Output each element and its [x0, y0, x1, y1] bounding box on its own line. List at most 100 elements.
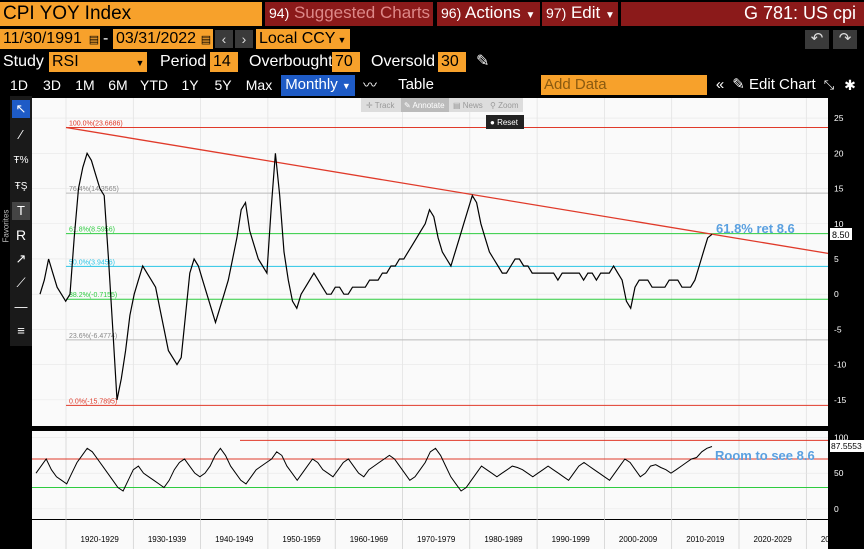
end-calendar-icon[interactable]: ▤: [200, 34, 212, 46]
channel-tool-icon[interactable]: ≡: [17, 323, 25, 338]
study-caret-icon[interactable]: ▼: [135, 58, 145, 68]
suggested-charts-button[interactable]: 94) Suggested Charts: [265, 2, 433, 26]
fib-label: 38.2%(-0.7155): [69, 292, 117, 299]
overbought-label: Overbought: [249, 53, 333, 70]
tf-1d[interactable]: 1D: [10, 77, 28, 93]
arrow-tool-icon[interactable]: ↗: [15, 251, 27, 266]
currency-value: Local CCY: [259, 30, 336, 47]
y-tick-label: 10: [834, 219, 844, 229]
annotate-bg: [401, 98, 449, 112]
zoom-button[interactable]: ⚲ Zoom: [490, 101, 519, 110]
segment-tool-icon[interactable]: ⟋: [16, 275, 26, 290]
horizontal-line-icon[interactable]: —: [14, 299, 28, 314]
end-date-field[interactable]: 03/31/2022: [113, 29, 213, 49]
tf-3d[interactable]: 3D: [43, 77, 61, 93]
suggested-num: 94): [269, 5, 290, 21]
last-price-tag: 8.50: [832, 230, 850, 240]
study-select[interactable]: RSI: [49, 52, 147, 72]
start-calendar-icon[interactable]: ▤: [88, 34, 100, 46]
rsi-grid: [32, 431, 828, 549]
x-axis-labels: 1920-1929 1930-1939 1940-1949 1950-1959 1960…: [81, 535, 860, 544]
currency-select[interactable]: Local CCY: [256, 29, 350, 49]
reset-button[interactable]: ● Reset: [490, 118, 519, 127]
start-date: 11/30/1991: [3, 30, 82, 47]
start-date-field[interactable]: 11/30/1991: [0, 29, 100, 49]
pointer-icon[interactable]: ↖: [12, 100, 30, 118]
overbought-input[interactable]: 70: [332, 52, 360, 72]
fib-label: 0.0%(-15.7895): [69, 398, 117, 405]
fib-levels: 100.0%(23.6686) 76.4%(14.3565) 61.8%(8.595…: [66, 120, 828, 406]
track-button[interactable]: ✛ Track: [366, 101, 395, 110]
tf-1m[interactable]: 1M: [75, 77, 95, 93]
annotate-button[interactable]: ✎ Annotate: [404, 101, 445, 110]
oversold-input[interactable]: 30: [438, 52, 466, 72]
draw-line-icon[interactable]: ∕: [19, 127, 23, 142]
last-rsi-tag-bg: [830, 440, 864, 452]
prev-period-icon[interactable]: ‹: [215, 30, 233, 48]
x-tick-label: 1980-1989: [484, 535, 523, 544]
rsi-tick-label: 0: [834, 504, 839, 514]
suggested-label: Suggested Charts: [293, 3, 431, 22]
pencil-icon[interactable]: ✎: [476, 53, 490, 70]
fib-label: 76.4%(14.3565): [69, 186, 119, 193]
actions-num: 96): [441, 5, 462, 21]
y-tick-label: -5: [834, 324, 842, 334]
rsi-annotation[interactable]: Room to see 8.6: [715, 448, 815, 463]
tf-ytd[interactable]: YTD: [140, 77, 168, 93]
line-chart-icon[interactable]: 〰: [363, 77, 377, 93]
frequency-select[interactable]: Monthly ▼: [281, 75, 355, 96]
fib-annotation[interactable]: 61.8% ret 8.6: [716, 221, 795, 236]
y-tick-label: -10: [834, 360, 847, 370]
period-input[interactable]: 14: [210, 52, 238, 72]
undo-icon[interactable]: ↶: [805, 30, 829, 49]
text-tool-icon[interactable]: T: [12, 202, 30, 220]
settings-gear-icon[interactable]: ✱: [844, 77, 856, 93]
drawing-tools: ↖ ∕ Ŧ% ŦŞ T R ↗ ⟋ — ≡: [10, 96, 32, 346]
frequency-caret-icon: ▼: [341, 81, 351, 91]
tf-max[interactable]: Max: [245, 77, 273, 93]
redo-icon[interactable]: ↷: [833, 30, 857, 49]
fib-percent-icon[interactable]: Ŧ%: [13, 155, 29, 166]
study-label: Study: [3, 53, 44, 70]
news-button[interactable]: ▤ News: [453, 101, 483, 110]
overbought-value: 70: [335, 53, 353, 70]
x-tick-label: 1920-1929: [81, 535, 120, 544]
chart-area[interactable]: 100.0%(23.6686) 76.4%(14.3565) 61.8%(8.595…: [0, 96, 864, 549]
x-tick-label: 1990-1999: [552, 535, 591, 544]
next-period-icon[interactable]: ›: [235, 30, 253, 48]
security-title-field[interactable]: CPI YOY Index: [0, 2, 262, 26]
study-value: RSI: [52, 53, 79, 70]
edit-caret-icon: ▼: [605, 10, 615, 21]
fib-label: 23.6%(-6.4774): [69, 333, 117, 340]
price-grid: [32, 98, 828, 426]
table-button[interactable]: Table: [398, 76, 434, 93]
edit-chart-button[interactable]: ✎ Edit Chart: [732, 76, 816, 93]
add-data-placeholder: Add Data: [544, 76, 607, 93]
tf-6m[interactable]: 6M: [108, 77, 128, 93]
date-separator: -: [103, 30, 109, 47]
actions-button[interactable]: 96) Actions ▼: [437, 2, 540, 26]
add-data-input[interactable]: Add Data: [541, 75, 707, 95]
resize-icon[interactable]: ⤡: [823, 77, 835, 92]
currency-caret-icon[interactable]: ▼: [337, 35, 347, 45]
period-label: Period: [160, 53, 207, 70]
fib-label: 100.0%(23.6686): [69, 120, 123, 127]
y-tick-label: 25: [834, 113, 844, 123]
tf-5y[interactable]: 5Y: [214, 77, 232, 93]
favorites-strip: Favorites: [0, 96, 11, 346]
y-tick-label: 20: [834, 148, 844, 158]
security-id: G 781: US cpi: [743, 3, 856, 23]
y-tick-label: -15: [834, 395, 847, 405]
security-id-label: G 781: US cpi: [621, 2, 864, 26]
y-tick-label: 5: [834, 254, 839, 264]
trend-line[interactable]: [65, 126, 829, 254]
edit-button[interactable]: 97) Edit ▼: [542, 2, 618, 26]
collapse-icon[interactable]: «: [715, 76, 725, 93]
ray-tool-icon[interactable]: R: [15, 227, 27, 243]
tf-1y[interactable]: 1Y: [181, 77, 199, 93]
oversold-label: Oversold: [371, 53, 436, 70]
actions-label: Actions: [465, 3, 521, 22]
actions-caret-icon: ▼: [525, 10, 536, 21]
timeframe-bar: 1D 3D 1M 6M YTD 1Y 5Y Max Monthly ▼ 〰 Ta…: [0, 74, 864, 96]
fib-retracement-icon[interactable]: ŦŞ: [14, 181, 28, 192]
